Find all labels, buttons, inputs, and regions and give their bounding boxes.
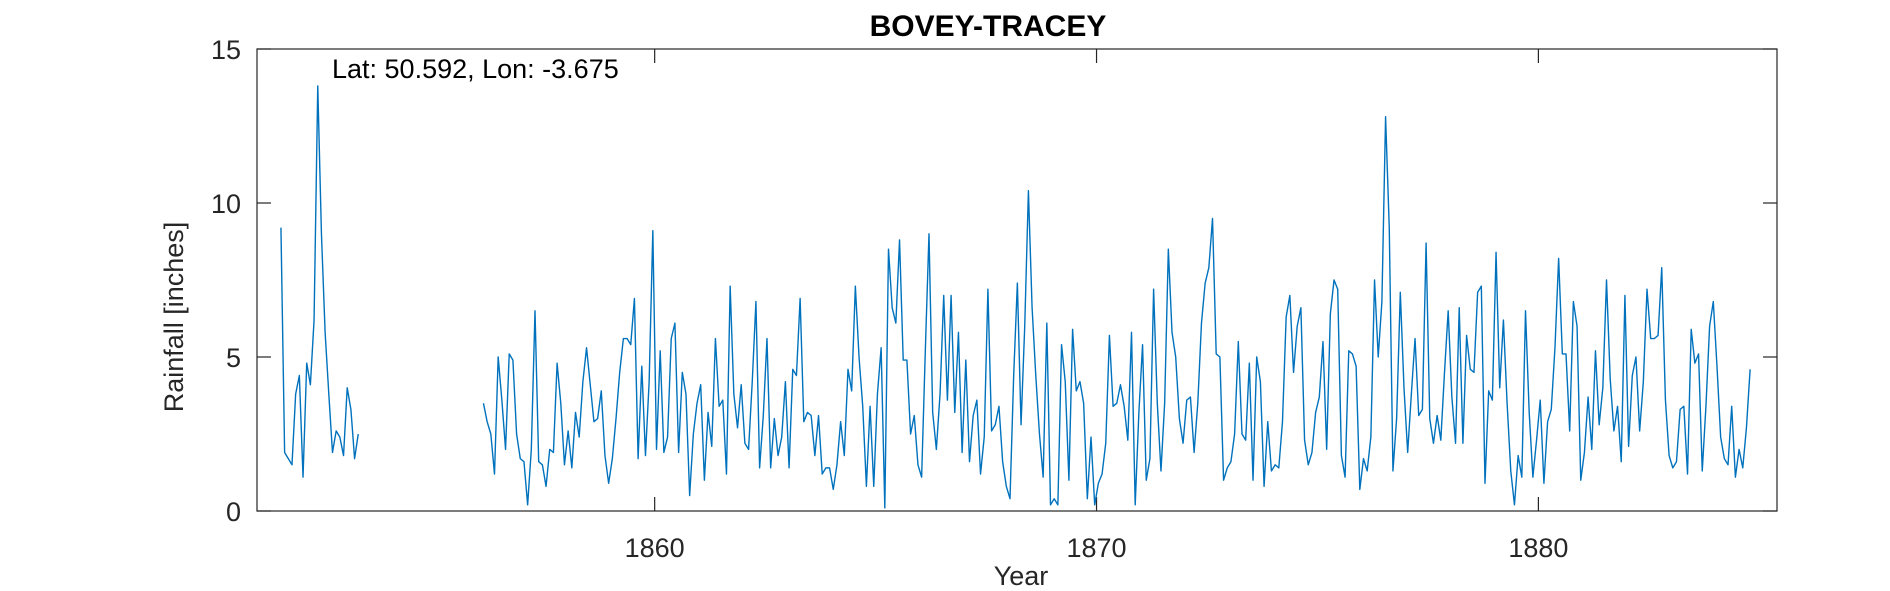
y-axis-label: Rainfall [inches]	[159, 222, 189, 413]
axis-ticks	[257, 48, 1777, 512]
y-tick-label: 0	[226, 497, 241, 527]
series-group	[280, 85, 1751, 509]
x-axis-label: Year	[994, 561, 1049, 591]
location-annotation: Lat: 50.592, Lon: -3.675	[332, 54, 619, 84]
rainfall-series-line-segment-1	[280, 85, 359, 478]
y-tick-label: 5	[226, 343, 241, 373]
y-tick-label: 10	[211, 189, 241, 219]
x-tick-label: 1880	[1508, 533, 1568, 563]
x-tick-label: 1860	[625, 533, 685, 563]
chart-title: BOVEY-TRACEY	[870, 10, 1107, 43]
tick-labels: 1860 1870 1880 0 5 10 15	[211, 35, 1568, 563]
x-tick-label: 1870	[1066, 533, 1126, 563]
rainfall-series-line-segment-2	[482, 116, 1751, 509]
y-tick-label: 15	[211, 35, 241, 65]
plot-frame	[256, 48, 1778, 512]
